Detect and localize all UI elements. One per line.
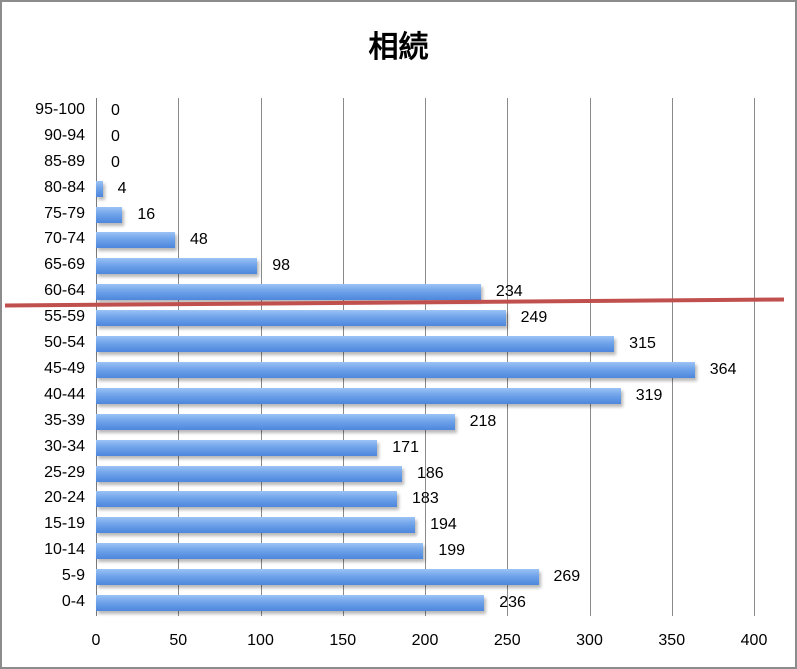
bar	[96, 387, 621, 404]
data-label: 364	[709, 360, 737, 378]
category-label: 95-100	[35, 100, 85, 118]
x-tick-label: 350	[658, 632, 686, 649]
bar	[96, 336, 615, 353]
category-label: 55-59	[44, 308, 85, 326]
bar	[96, 413, 455, 430]
gridline	[178, 98, 180, 616]
category-label: 90-94	[44, 126, 85, 144]
category-label: 50-54	[44, 334, 85, 352]
data-label: 16	[137, 205, 156, 223]
x-tick-label: 250	[493, 632, 521, 649]
data-label: 315	[629, 335, 656, 353]
bar	[96, 206, 123, 223]
category-label: 85-89	[44, 152, 85, 170]
data-label: 183	[412, 490, 439, 508]
data-label: 0	[111, 101, 120, 119]
gridline	[507, 98, 509, 616]
data-label: 0	[111, 153, 120, 171]
category-label: 40-44	[44, 385, 85, 403]
gridline	[754, 98, 755, 616]
x-tick-label: 200	[411, 632, 439, 649]
category-label: 80-84	[44, 178, 85, 196]
data-label: 186	[416, 464, 444, 482]
x-tick-label: 400	[740, 632, 768, 649]
category-label: 65-69	[44, 256, 85, 274]
category-label: 25-29	[44, 463, 85, 481]
data-label: 269	[553, 568, 581, 586]
data-label: 236	[499, 594, 526, 612]
bar	[96, 517, 416, 534]
y-axis-line	[96, 98, 97, 616]
bar	[96, 232, 175, 249]
data-label: 319	[635, 386, 663, 404]
bar	[96, 595, 485, 612]
bar	[96, 180, 103, 197]
bar	[96, 258, 258, 275]
data-label: 0	[111, 127, 120, 145]
bar	[96, 465, 402, 482]
category-label: 5-9	[61, 567, 85, 585]
bar	[96, 361, 695, 378]
category-label: 70-74	[44, 230, 85, 248]
bar	[96, 310, 506, 327]
category-label: 10-14	[44, 541, 85, 559]
bar	[96, 543, 424, 560]
bar	[96, 439, 378, 456]
category-label: 30-34	[44, 437, 85, 455]
data-label: 171	[392, 438, 419, 456]
data-label: 249	[520, 309, 548, 327]
x-tick-label: 100	[247, 632, 274, 649]
data-label: 98	[272, 257, 290, 275]
category-label: 0-4	[61, 593, 85, 611]
data-label: 234	[495, 283, 523, 301]
category-label: 60-64	[44, 282, 85, 300]
gridline	[260, 98, 262, 616]
bar	[96, 284, 481, 301]
data-label: 4	[117, 179, 127, 197]
gridline	[425, 98, 426, 616]
gridline	[671, 98, 673, 616]
category-label: 20-24	[44, 489, 85, 507]
category-label: 45-49	[44, 359, 85, 377]
plot-area: 0 0 0 4 16 48 98 234 249 315 364 319 218 171 186 183 194…	[96, 98, 755, 616]
x-tick-label: 50	[169, 632, 188, 649]
data-label: 194	[430, 516, 457, 534]
bar	[96, 491, 398, 508]
bar	[96, 569, 539, 586]
gridline	[589, 98, 591, 616]
chart-title: 相続	[368, 30, 429, 65]
category-label: 35-39	[44, 411, 85, 429]
x-tick-label: 150	[329, 632, 357, 649]
x-tick-label: 300	[576, 632, 603, 649]
category-label: 75-79	[44, 204, 85, 222]
category-label: 15-19	[44, 515, 85, 533]
data-label: 218	[469, 412, 497, 430]
data-label: 199	[438, 542, 466, 560]
x-tick-label: 0	[91, 632, 101, 649]
gridline	[342, 98, 344, 616]
data-label: 48	[189, 231, 208, 249]
